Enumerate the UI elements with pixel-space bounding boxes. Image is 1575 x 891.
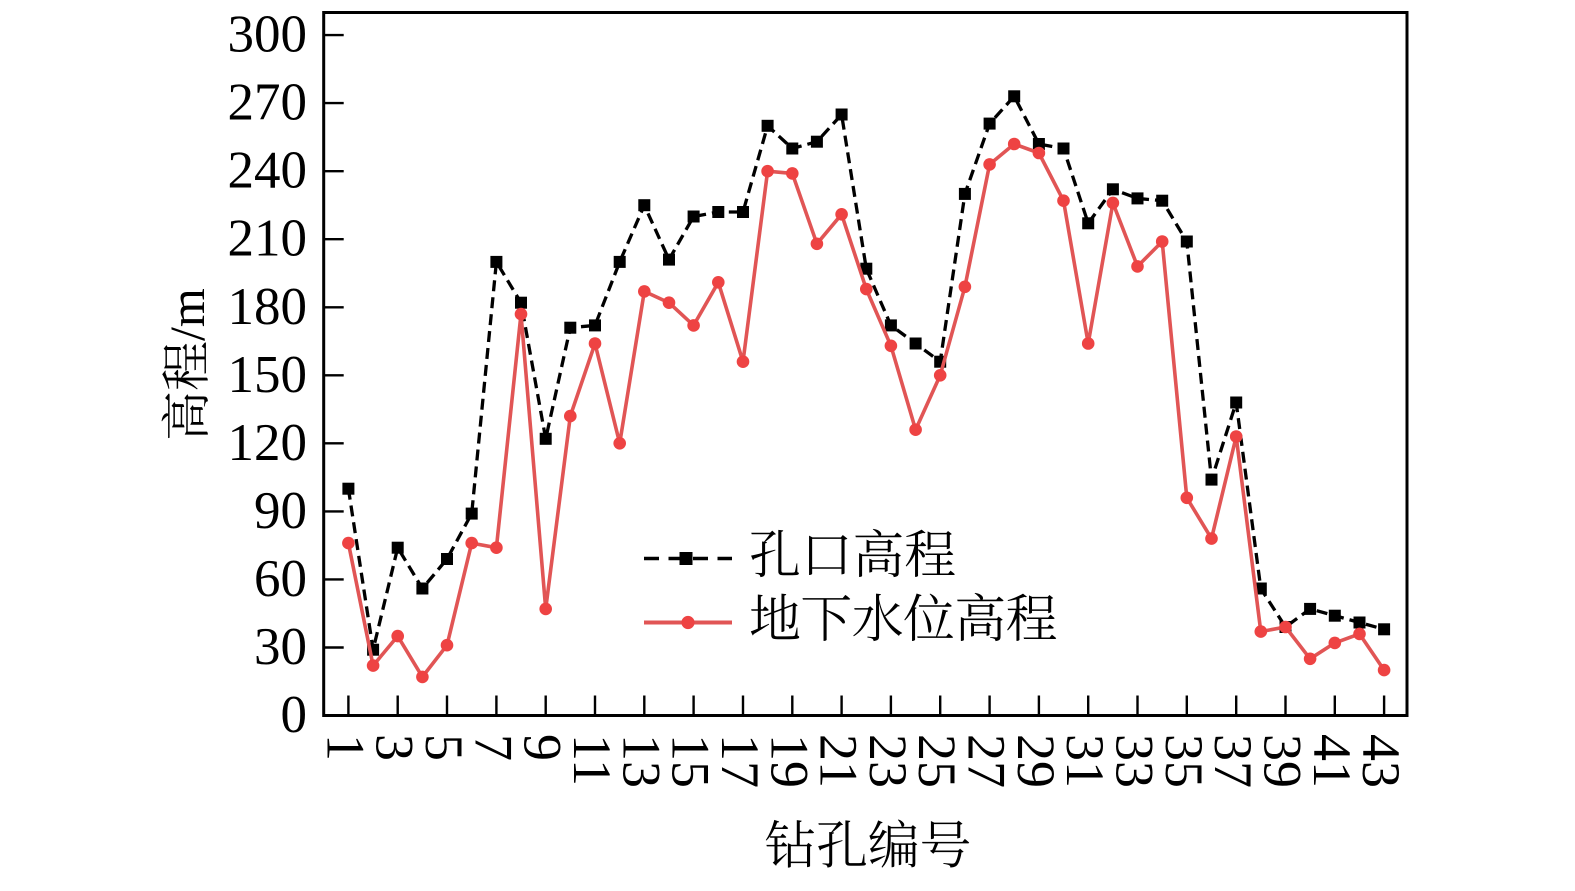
svg-text:240: 240 [228,142,308,200]
svg-text:11: 11 [562,734,622,786]
svg-text:0: 0 [281,686,308,744]
svg-text:27: 27 [957,734,1017,788]
svg-text:210: 210 [228,210,308,268]
svg-text:270: 270 [228,74,308,132]
svg-text:19: 19 [759,734,819,788]
svg-text:/m: /m [159,288,215,341]
svg-text:150: 150 [228,346,308,404]
svg-text:13: 13 [611,734,671,788]
svg-text:3: 3 [365,734,425,761]
svg-text:33: 33 [1105,734,1165,788]
svg-text:35: 35 [1154,734,1214,788]
svg-text:43: 43 [1351,734,1411,788]
svg-text:23: 23 [858,734,918,788]
svg-text:9: 9 [513,734,573,761]
svg-text:120: 120 [228,414,308,472]
svg-text:7: 7 [463,734,523,761]
svg-text:15: 15 [661,734,721,788]
svg-text:1: 1 [315,734,375,761]
svg-text:90: 90 [254,482,307,540]
svg-text:21: 21 [809,734,869,788]
svg-text:41: 41 [1302,734,1362,788]
svg-text:30: 30 [254,618,307,676]
svg-text:37: 37 [1203,734,1263,788]
svg-text:25: 25 [907,734,967,788]
svg-text:17: 17 [710,734,770,788]
svg-text:5: 5 [414,734,474,761]
svg-text:180: 180 [228,278,308,336]
svg-text:29: 29 [1006,734,1066,788]
svg-text:31: 31 [1055,734,1115,788]
svg-text:60: 60 [254,550,307,608]
svg-text:300: 300 [228,6,308,64]
svg-text:39: 39 [1253,734,1313,788]
